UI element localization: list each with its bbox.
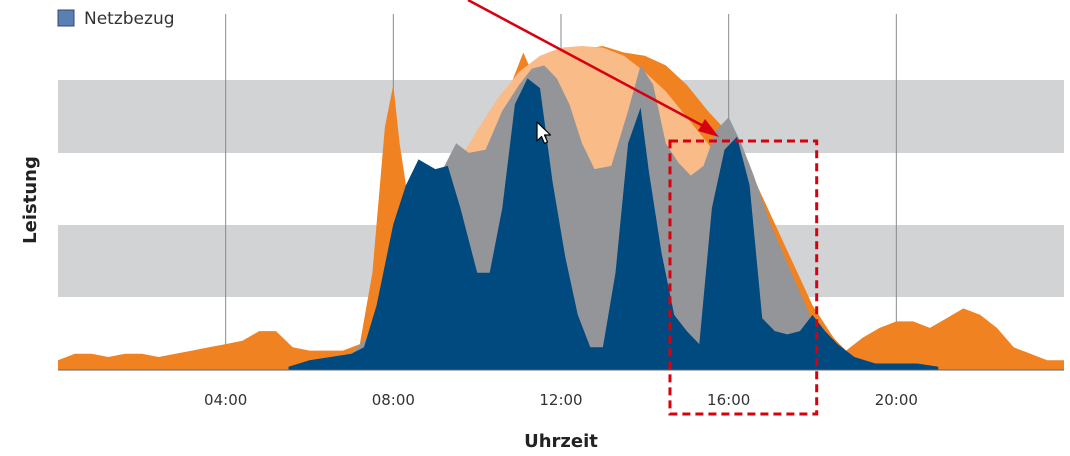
legend-label-netzbezug: Netzbezug xyxy=(84,9,175,29)
y-axis-title: Leistung xyxy=(20,156,41,244)
annotation-highlight-box xyxy=(668,139,819,416)
legend-swatch-netzbezug xyxy=(57,9,75,27)
legend: Netzbezug xyxy=(57,9,175,29)
area-series-3 xyxy=(288,78,939,371)
annotation-arrowhead xyxy=(698,119,719,137)
x-tick-label: 04:00 xyxy=(204,391,247,409)
annotations xyxy=(467,0,819,416)
x-axis-title: Uhrzeit xyxy=(524,431,598,452)
x-tick-labels: 04:00 08:00 12:00 16:00 20:00 xyxy=(204,391,918,409)
x-tick-label: 20:00 xyxy=(875,391,918,409)
annotation-arrow xyxy=(467,0,708,130)
x-tick-label: 12:00 xyxy=(539,391,582,409)
x-tick-label: 16:00 xyxy=(707,391,750,409)
x-tick-label: 08:00 xyxy=(372,391,415,409)
mouse-cursor-icon xyxy=(536,121,552,145)
